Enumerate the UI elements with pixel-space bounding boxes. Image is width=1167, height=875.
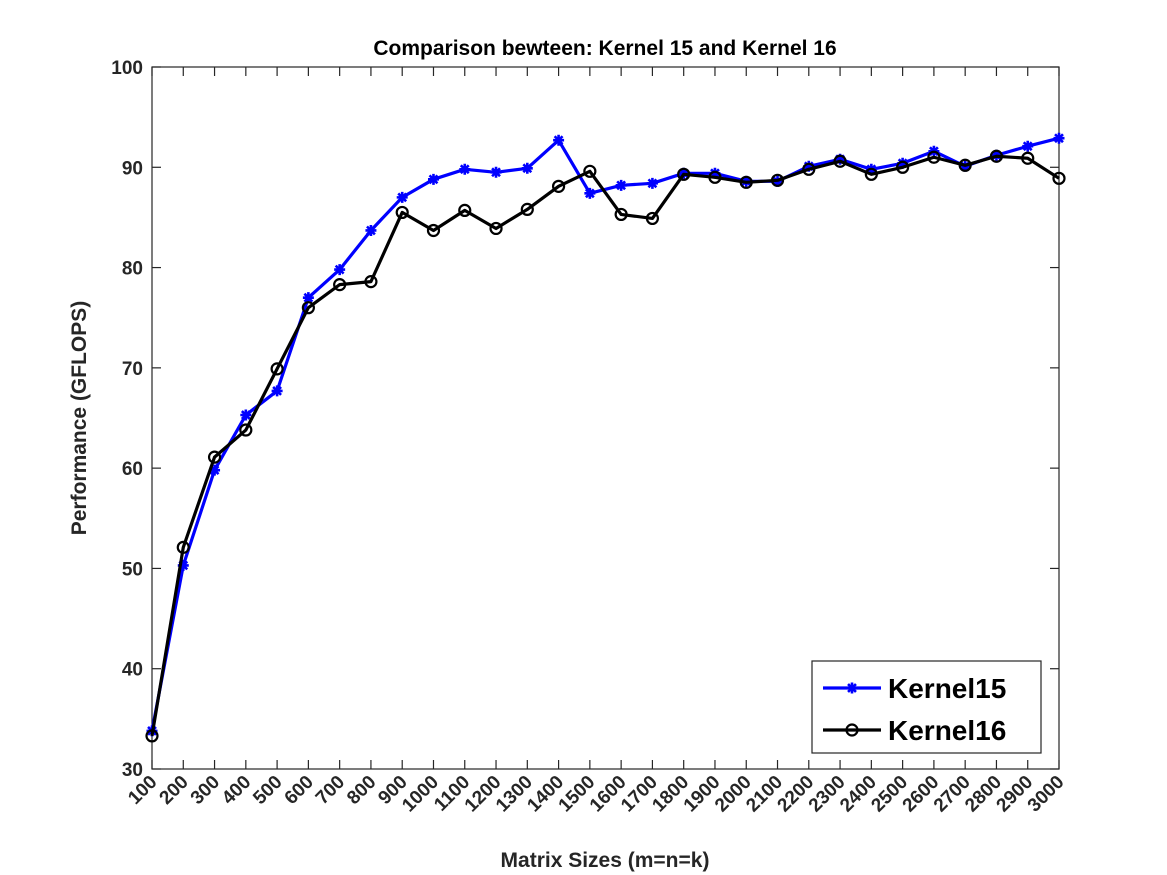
data-point-kernel15 [1053, 132, 1065, 144]
data-point-kernel15 [365, 224, 377, 236]
data-point-kernel16 [301, 301, 315, 315]
plot-area-frame [151, 66, 1060, 770]
data-point-kernel15 [334, 264, 346, 276]
x-tick-label: 700 [312, 772, 349, 809]
data-point-kernel16 [864, 167, 878, 181]
data-point-kernel16 [645, 211, 660, 226]
data-point-kernel15 [396, 191, 408, 203]
legend-label-kernel15: Kernel15 [888, 673, 1006, 704]
y-axis: 30 40 50 60 70 80 90 100 [111, 58, 1059, 781]
series-line-kernel15 [150, 136, 1060, 732]
legend-label-kernel16: Kernel16 [888, 715, 1006, 746]
data-point-kernel16 [270, 362, 284, 376]
data-point-kernel15 [615, 179, 627, 191]
y-tick-label: 50 [122, 559, 143, 580]
legend-box [811, 660, 1042, 754]
x-tick-label: 600 [281, 772, 318, 809]
legend-item-kernel16: Kernel16 [823, 715, 1006, 746]
legend: Kernel15 Kernel16 [811, 660, 1042, 754]
data-point-kernel16 [551, 179, 566, 193]
data-point-kernel15 [803, 160, 815, 172]
data-point-kernel15 [709, 167, 721, 179]
x-tick-label: 3000 [1024, 772, 1069, 817]
data-point-kernel16 [395, 205, 409, 220]
y-tick-label: 60 [122, 459, 143, 480]
x-tick-label: 200 [156, 772, 193, 809]
data-point-kernel15 [553, 134, 565, 146]
data-point-kernel16 [896, 160, 910, 174]
data-point-kernel15 [897, 157, 909, 169]
data-point-kernel15 [240, 409, 252, 421]
x-tick-label: 300 [187, 772, 224, 809]
series-layer [145, 132, 1066, 743]
data-point-kernel16 [770, 173, 785, 187]
data-point-kernel15 [584, 187, 596, 199]
data-point-kernel16 [927, 150, 941, 164]
data-point-kernel16 [458, 203, 472, 218]
legend-marker-kernel15 [846, 682, 858, 694]
data-point-kernel16 [958, 158, 972, 172]
y-tick-label: 70 [122, 359, 143, 380]
data-point-kernel16 [583, 164, 597, 178]
data-point-kernel15 [490, 166, 502, 178]
legend-marker-kernel16 [845, 723, 859, 737]
data-point-kernel16 [333, 278, 347, 292]
data-point-kernel16 [426, 223, 441, 238]
data-point-kernel16 [364, 275, 378, 289]
data-point-kernel16 [833, 154, 847, 168]
x-axis-label: Matrix Sizes (m=n=k) [501, 849, 710, 872]
data-point-kernel15 [302, 292, 314, 304]
y-axis-label: Performance (GFLOPS) [68, 301, 91, 536]
data-point-kernel16 [614, 207, 628, 222]
data-point-kernel15 [646, 177, 658, 189]
data-point-kernel16 [989, 149, 1004, 163]
data-point-kernel15 [271, 385, 283, 397]
data-point-kernel16 [145, 729, 159, 743]
data-point-kernel15 [834, 153, 846, 165]
chart-title: Comparison bewteen: Kernel 15 and Kernel… [373, 37, 836, 60]
data-point-kernel16 [176, 540, 190, 554]
y-tick-label: 80 [122, 259, 143, 280]
data-point-kernel16 [802, 162, 816, 176]
data-point-kernel16 [677, 167, 691, 181]
x-tick-label: 400 [218, 772, 255, 809]
data-point-kernel15 [177, 559, 189, 571]
data-point-kernel16 [489, 221, 503, 236]
data-point-kernel16 [708, 170, 722, 184]
y-tick-label: 90 [122, 158, 143, 179]
data-point-kernel16 [207, 450, 222, 464]
series-kernel16 [145, 149, 1066, 743]
data-point-kernel15 [521, 162, 533, 174]
y-tick-label: 30 [122, 760, 143, 781]
data-point-kernel15 [459, 163, 471, 175]
series-kernel15 [146, 132, 1065, 737]
data-point-kernel16 [739, 175, 753, 189]
x-tick-label: 500 [249, 772, 286, 809]
data-point-kernel16 [1021, 151, 1035, 165]
data-point-kernel16 [1052, 171, 1066, 185]
y-tick-label: 100 [111, 58, 143, 79]
data-point-kernel15 [1022, 140, 1034, 152]
data-point-kernel15 [427, 173, 439, 185]
data-point-kernel16 [239, 423, 253, 437]
legend-item-kernel15: Kernel15 [823, 673, 1006, 704]
series-line-kernel16 [150, 154, 1060, 737]
y-tick-label: 40 [122, 660, 143, 681]
data-point-kernel16 [520, 202, 534, 217]
x-tick-label: 800 [343, 772, 380, 809]
data-point-kernel15 [209, 464, 221, 476]
